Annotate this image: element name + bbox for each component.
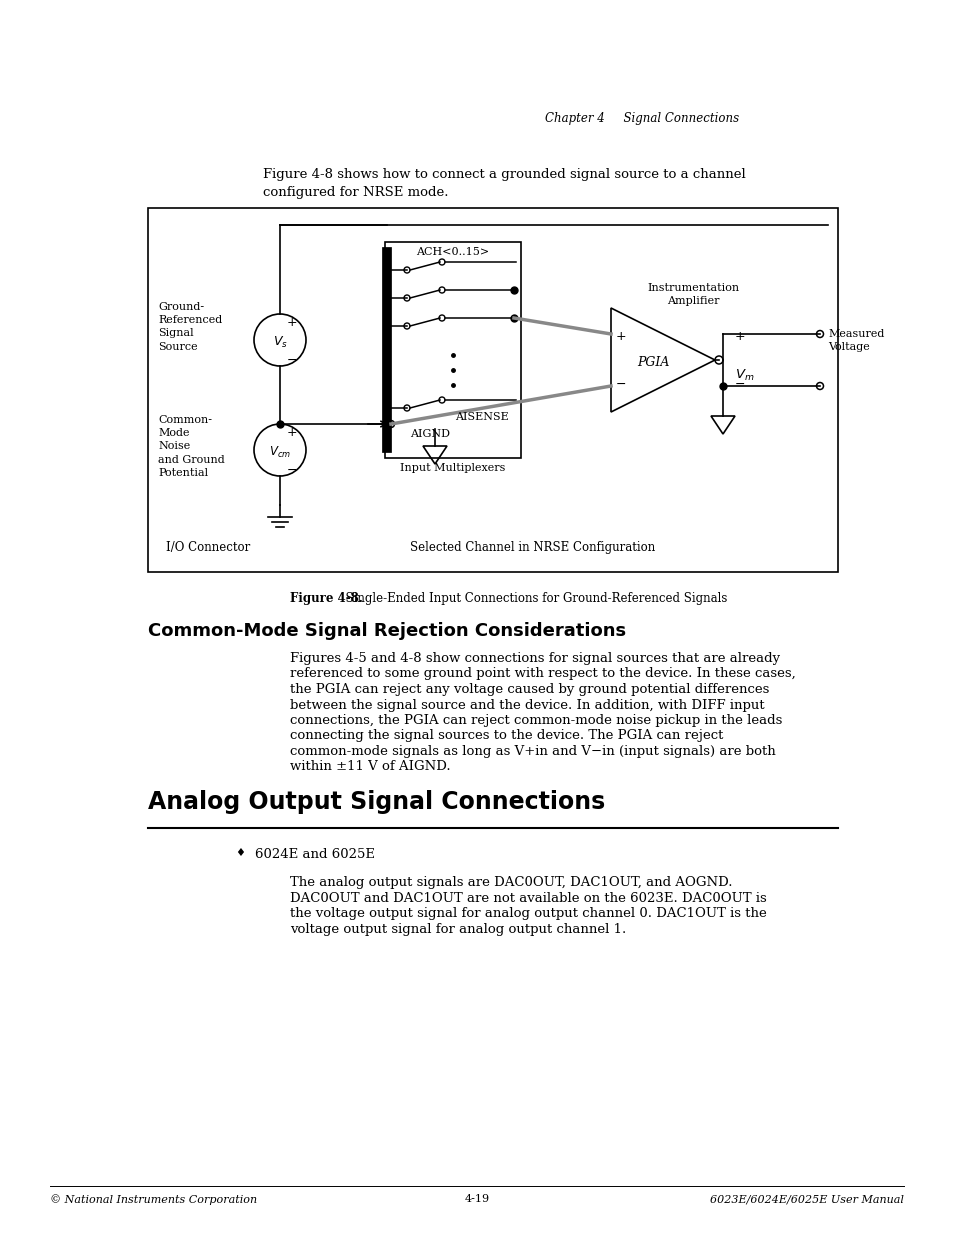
Text: Figures 4-5 and 4-8 show connections for signal sources that are already: Figures 4-5 and 4-8 show connections for… xyxy=(290,652,780,664)
Text: ACH<0..15>: ACH<0..15> xyxy=(416,247,489,257)
Text: within ±11 V of AIGND.: within ±11 V of AIGND. xyxy=(290,761,450,773)
Circle shape xyxy=(403,405,410,411)
Text: +: + xyxy=(734,330,745,342)
Text: −: − xyxy=(287,463,297,477)
Text: connecting the signal sources to the device. The PGIA can reject: connecting the signal sources to the dev… xyxy=(290,730,722,742)
Text: PGIA: PGIA xyxy=(637,357,668,369)
Circle shape xyxy=(438,315,444,321)
Text: the voltage output signal for analog output channel 0. DAC1OUT is the: the voltage output signal for analog out… xyxy=(290,906,766,920)
Text: connections, the PGIA can reject common-mode noise pickup in the leads: connections, the PGIA can reject common-… xyxy=(290,714,781,727)
Bar xyxy=(385,242,520,458)
Text: between the signal source and the device. In addition, with DIFF input: between the signal source and the device… xyxy=(290,699,763,711)
Text: configured for NRSE mode.: configured for NRSE mode. xyxy=(263,186,448,199)
Text: Figure 4-8.: Figure 4-8. xyxy=(290,592,362,605)
Text: −: − xyxy=(615,378,625,390)
Circle shape xyxy=(438,259,444,266)
Text: voltage output signal for analog output channel 1.: voltage output signal for analog output … xyxy=(290,923,625,935)
Circle shape xyxy=(438,287,444,293)
Circle shape xyxy=(438,396,444,403)
Text: © National Instruments Corporation: © National Instruments Corporation xyxy=(50,1194,257,1205)
Circle shape xyxy=(403,324,410,329)
Text: AISENSE: AISENSE xyxy=(455,412,508,422)
Text: +: + xyxy=(615,330,626,342)
Text: Selected Channel in NRSE Configuration: Selected Channel in NRSE Configuration xyxy=(410,541,655,555)
Text: common-mode signals as long as V+in and V−in (input signals) are both: common-mode signals as long as V+in and … xyxy=(290,745,775,758)
Text: $V_m$: $V_m$ xyxy=(734,368,754,383)
Text: Analog Output Signal Connections: Analog Output Signal Connections xyxy=(148,790,604,814)
Text: referenced to some ground point with respect to the device. In these cases,: referenced to some ground point with res… xyxy=(290,667,795,680)
Text: 4-19: 4-19 xyxy=(464,1194,489,1204)
Circle shape xyxy=(816,331,822,337)
Text: Input Multiplexers: Input Multiplexers xyxy=(400,463,505,473)
Text: AIGND: AIGND xyxy=(410,429,450,438)
Text: Instrumentation
Amplifier: Instrumentation Amplifier xyxy=(646,283,739,306)
Circle shape xyxy=(403,267,410,273)
Text: Chapter 4     Signal Connections: Chapter 4 Signal Connections xyxy=(544,112,739,125)
Text: ♦: ♦ xyxy=(234,848,245,858)
Text: Figure 4-8 shows how to connect a grounded signal source to a channel: Figure 4-8 shows how to connect a ground… xyxy=(263,168,745,182)
Text: $V_{cm}$: $V_{cm}$ xyxy=(269,445,291,459)
Text: −: − xyxy=(734,378,744,390)
Text: DAC0OUT and DAC1OUT are not available on the 6023E. DAC0OUT is: DAC0OUT and DAC1OUT are not available on… xyxy=(290,892,766,904)
Text: −: − xyxy=(287,353,297,367)
Text: Single-Ended Input Connections for Ground-Referenced Signals: Single-Ended Input Connections for Groun… xyxy=(337,592,726,605)
Circle shape xyxy=(816,383,822,389)
Text: +: + xyxy=(287,315,297,329)
Text: 6024E and 6025E: 6024E and 6025E xyxy=(254,848,375,861)
Text: Common-
Mode
Noise
and Ground
Potential: Common- Mode Noise and Ground Potential xyxy=(158,415,225,478)
Text: I/O Connector: I/O Connector xyxy=(166,541,250,555)
Text: Measured
Voltage: Measured Voltage xyxy=(827,329,883,352)
Text: Common-Mode Signal Rejection Considerations: Common-Mode Signal Rejection Considerati… xyxy=(148,622,625,640)
Text: the PGIA can reject any voltage caused by ground potential differences: the PGIA can reject any voltage caused b… xyxy=(290,683,768,697)
Text: +: + xyxy=(287,426,297,438)
Text: $V_s$: $V_s$ xyxy=(273,335,287,350)
Circle shape xyxy=(714,356,722,364)
Bar xyxy=(148,207,837,572)
Circle shape xyxy=(387,420,395,427)
Text: Ground-
Referenced
Signal
Source: Ground- Referenced Signal Source xyxy=(158,303,222,352)
Text: The analog output signals are DAC0OUT, DAC1OUT, and AOGND.: The analog output signals are DAC0OUT, D… xyxy=(290,876,732,889)
Circle shape xyxy=(403,295,410,301)
Text: 6023E/6024E/6025E User Manual: 6023E/6024E/6025E User Manual xyxy=(709,1194,903,1204)
